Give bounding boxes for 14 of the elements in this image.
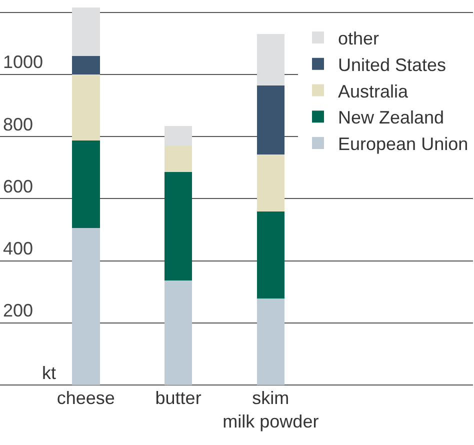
y-tick-label: 800 [3, 114, 34, 134]
y-axis-title: kt [42, 363, 56, 383]
y-tick-label: 1000 [3, 52, 44, 72]
legend-label: Australia [338, 81, 410, 102]
x-tick-label: cheese [56, 388, 115, 408]
legend-label: European Union [338, 134, 468, 154]
x-tick-label: butter [155, 388, 202, 408]
legend-label: New Zealand [338, 108, 444, 128]
y-tick-label: 400 [3, 238, 34, 259]
y-tick-label: 600 [3, 176, 34, 196]
x-tick-label: skim milk powder [222, 388, 319, 432]
y-tick-label: 200 [3, 300, 34, 321]
legend-label: other [338, 28, 380, 48]
legend-label: United States [338, 54, 446, 75]
